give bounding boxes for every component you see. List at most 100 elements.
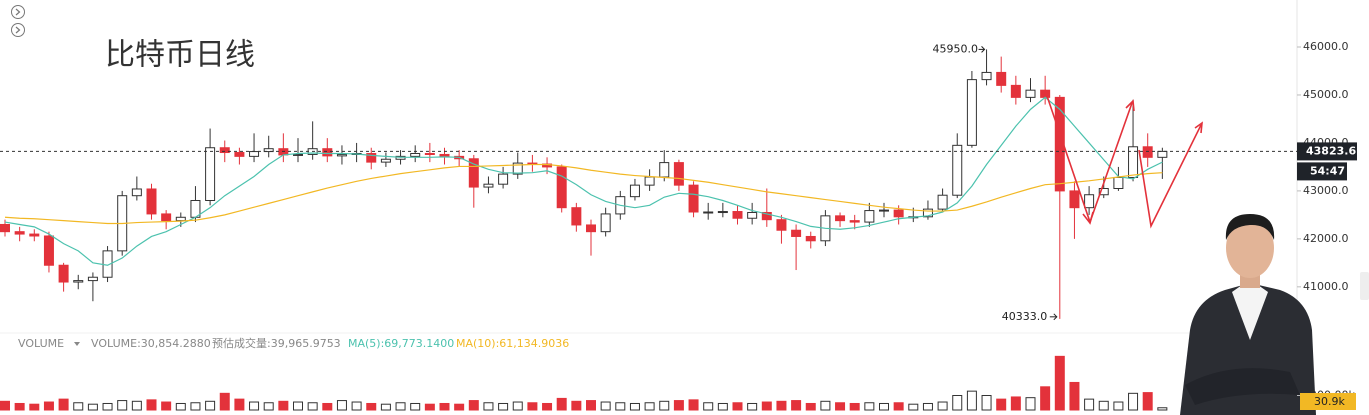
candle-body — [1113, 176, 1124, 190]
volume-last-box — [1300, 393, 1356, 410]
candle-body — [1157, 150, 1168, 158]
volume-bar — [952, 395, 963, 411]
candle-body — [322, 148, 333, 157]
expand-icon[interactable] — [11, 5, 25, 19]
candle-body — [43, 235, 54, 266]
y-tick-label: 41000.0 — [1303, 280, 1349, 293]
volume-bar — [263, 402, 274, 411]
volume-title[interactable]: VOLUME — [18, 337, 64, 350]
volume-bar — [527, 402, 538, 411]
volume-bar — [893, 402, 904, 411]
volume-bar — [805, 402, 816, 411]
volume-bar — [879, 402, 889, 411]
candle-body — [205, 147, 216, 201]
volume-header: VOLUME VOLUME:30,854.2880 预估成交量:39,965.9… — [18, 336, 569, 350]
candle-body — [966, 79, 977, 146]
dropdown-caret[interactable] — [74, 342, 80, 346]
candle-body — [688, 184, 699, 213]
volume-bar — [322, 402, 333, 411]
side-tab[interactable] — [1360, 272, 1369, 300]
volume-bar — [1157, 407, 1168, 411]
candle-body — [952, 144, 963, 196]
y-tick-label: 42000.0 — [1303, 232, 1349, 245]
volume-bar — [791, 400, 802, 411]
candle-body — [732, 211, 743, 219]
volume-bar — [366, 402, 377, 411]
candle-body — [1054, 96, 1065, 192]
candle-body — [293, 153, 303, 156]
volume-bar — [219, 392, 230, 411]
volume-bar — [439, 402, 450, 411]
candle-body — [747, 211, 758, 219]
volume-bar — [87, 403, 98, 411]
arrow-head — [1125, 99, 1135, 112]
volume-bar — [732, 402, 743, 411]
candle-body — [1010, 84, 1021, 98]
expand-icon[interactable] — [11, 23, 25, 37]
presenter — [1180, 214, 1316, 415]
arrow-head — [1194, 121, 1203, 134]
volume-bar — [454, 403, 465, 411]
candle-body — [366, 152, 377, 163]
candle-body — [1142, 146, 1153, 158]
volume-bar — [556, 397, 567, 411]
candle-body — [219, 147, 230, 154]
volume-bar — [615, 402, 626, 411]
candle-body — [1098, 188, 1109, 196]
volume-bar — [717, 402, 728, 411]
volume-bar — [58, 398, 69, 411]
candle-body — [1025, 89, 1036, 98]
volume-bar — [205, 400, 216, 411]
last-price-label: 43823.6 — [1306, 144, 1356, 157]
arrow-path — [1138, 124, 1202, 229]
candle-body — [835, 215, 846, 222]
face — [1226, 218, 1274, 278]
ma-line — [4, 163, 1163, 225]
volume-bar — [673, 400, 684, 411]
volume-bar — [395, 402, 406, 411]
ma5-label: MA(5):69,773.1400 — [348, 337, 454, 350]
volume-pane — [0, 355, 1168, 411]
volume-bar — [703, 402, 714, 411]
volume-bar — [1084, 398, 1095, 411]
volume-bar — [336, 400, 347, 411]
volume-bar — [542, 402, 553, 411]
volume-bar — [14, 402, 25, 411]
volume-bar — [73, 402, 84, 411]
volume-bar — [498, 402, 509, 411]
y-tick-label: 45000.0 — [1303, 88, 1349, 101]
candle-body — [1069, 190, 1080, 209]
candle-body — [586, 224, 596, 233]
volume-bar — [864, 402, 875, 411]
volume-bar — [131, 400, 142, 411]
nav-icons[interactable] — [11, 5, 25, 37]
volume-bar — [468, 400, 479, 411]
candle-body — [146, 188, 157, 215]
high-annotation: 45950.0 — [933, 42, 979, 55]
volume-bar — [571, 400, 582, 411]
volume-bar — [908, 403, 919, 411]
candle-body — [864, 210, 875, 223]
volume-bar — [849, 402, 860, 411]
candle-body — [717, 211, 728, 214]
volume-bar — [966, 390, 977, 411]
volume-bar — [29, 403, 40, 411]
volume-last-label: 30.9k — [1314, 395, 1345, 408]
volume-bar — [410, 402, 421, 411]
candle-body — [805, 235, 816, 242]
candle-body — [498, 173, 509, 185]
chart-title: 比特币日线 — [105, 38, 255, 73]
volume-bar — [688, 399, 699, 411]
candle-body — [249, 151, 260, 157]
candle-body — [644, 176, 655, 186]
volume-bar — [175, 402, 186, 411]
volume-bar — [659, 400, 670, 411]
volume-bar — [161, 401, 172, 411]
candle-body — [424, 152, 435, 155]
volume-bar — [351, 401, 362, 411]
candle-body — [29, 233, 40, 237]
candle-body — [73, 280, 84, 283]
candle-body — [1040, 89, 1051, 98]
arrow-head — [1082, 211, 1094, 225]
